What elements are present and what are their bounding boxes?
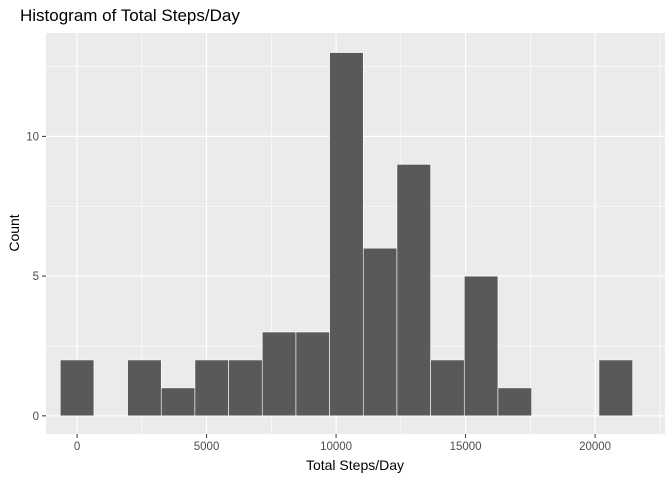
histogram-bar xyxy=(396,164,431,417)
histogram-bar xyxy=(160,387,196,417)
histogram-bar xyxy=(598,359,633,417)
x-tick-label: 20000 xyxy=(579,441,611,453)
histogram-bar xyxy=(430,359,465,417)
y-tick-label: 0 xyxy=(33,411,39,423)
y-axis-ticks: 0 5 10 xyxy=(26,131,46,423)
chart-title: Histogram of Total Steps/Day xyxy=(20,6,240,25)
y-tick-label: 5 xyxy=(33,271,39,283)
x-axis-title: Total Steps/Day xyxy=(306,457,404,473)
histogram-bar xyxy=(295,331,330,417)
y-axis-title: Count xyxy=(6,214,22,251)
histogram-bars xyxy=(59,52,633,417)
histogram-bar xyxy=(329,52,364,417)
histogram-bar xyxy=(497,387,532,417)
x-tick-label: 5000 xyxy=(194,441,220,453)
x-tick-label: 15000 xyxy=(450,441,482,453)
x-axis-ticks: 0 5000 10000 15000 20000 xyxy=(74,434,611,453)
histogram-bar xyxy=(228,359,263,417)
histogram-bar xyxy=(127,359,162,417)
histogram-bar xyxy=(59,359,95,417)
histogram-bar xyxy=(362,247,398,417)
histogram-bar xyxy=(194,359,229,417)
histogram-bar xyxy=(463,275,499,417)
y-tick-label: 10 xyxy=(26,131,39,143)
x-tick-label: 10000 xyxy=(320,441,352,453)
x-tick-label: 0 xyxy=(74,441,80,453)
histogram-bar xyxy=(261,331,297,417)
